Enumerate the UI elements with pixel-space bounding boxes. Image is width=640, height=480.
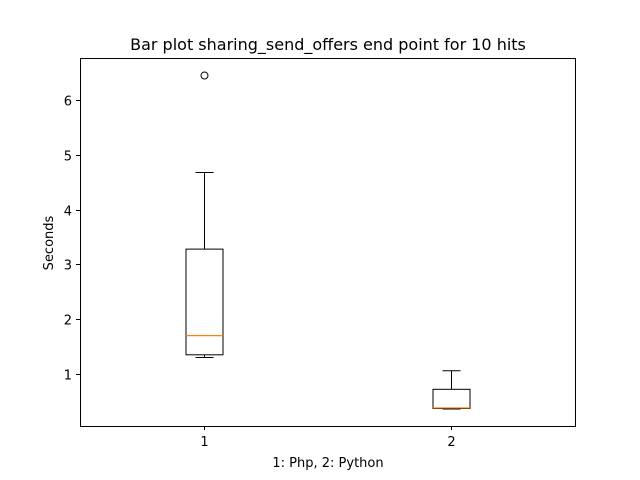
y-tick-label: 2 — [64, 314, 72, 329]
x-tick-label: 1 — [200, 435, 208, 450]
boxes — [185, 71, 471, 410]
x-tick-label: 2 — [447, 435, 455, 450]
plot-frame — [80, 58, 576, 427]
y-tick-label: 3 — [64, 259, 72, 274]
x-axis-label: 1: Php, 2: Python — [272, 456, 383, 471]
box-iqr — [432, 388, 471, 409]
y-axis-label: Seconds — [42, 215, 57, 270]
chart-title: Bar plot sharing_send_offers end point f… — [130, 35, 526, 55]
y-tick-label: 1 — [64, 369, 72, 384]
box-1 — [185, 71, 224, 359]
y-tick-label: 6 — [64, 95, 72, 110]
outlier-point — [200, 71, 209, 80]
box-iqr — [185, 248, 224, 356]
y-axis: 1 2 3 4 5 6 — [64, 95, 80, 384]
y-tick-label: 5 — [64, 150, 72, 165]
box-2 — [432, 370, 471, 410]
y-tick-label: 4 — [64, 205, 72, 220]
